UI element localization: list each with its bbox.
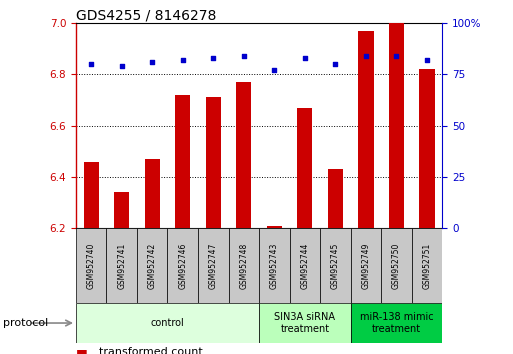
Point [179,57,187,63]
Bar [350,303,442,343]
Bar [206,97,221,228]
Bar [76,303,259,343]
Bar [167,228,198,303]
Bar [84,161,99,228]
Text: protocol: protocol [3,318,48,328]
Bar [350,228,381,303]
Bar [419,69,435,228]
Text: GSM952742: GSM952742 [148,242,157,289]
Point [362,53,370,59]
Bar [137,228,167,303]
Point [331,61,340,67]
Bar [175,95,190,228]
Bar [259,228,289,303]
Text: GSM952747: GSM952747 [209,242,218,289]
Point [209,55,218,61]
Point [117,63,126,69]
Bar [411,228,442,303]
Text: miR-138 mimic
treatment: miR-138 mimic treatment [360,312,433,334]
Text: SIN3A siRNA
treatment: SIN3A siRNA treatment [274,312,336,334]
Text: GSM952750: GSM952750 [392,242,401,289]
Point [87,61,95,67]
Point [148,59,156,65]
Text: GSM952748: GSM952748 [239,242,248,289]
Bar [328,169,343,228]
Text: GDS4255 / 8146278: GDS4255 / 8146278 [76,9,216,23]
Text: GSM952744: GSM952744 [300,242,309,289]
Point [270,67,279,73]
Text: GSM952746: GSM952746 [178,242,187,289]
Bar [320,228,351,303]
Bar [114,192,129,228]
Point [301,55,309,61]
Text: ■: ■ [76,347,88,354]
Text: GSM952751: GSM952751 [422,242,431,289]
Bar [267,226,282,228]
Bar [107,228,137,303]
Text: transformed count: transformed count [99,347,203,354]
Point [392,53,401,59]
Text: GSM952741: GSM952741 [117,242,126,289]
Text: GSM952745: GSM952745 [331,242,340,289]
Text: GSM952740: GSM952740 [87,242,96,289]
Bar [297,108,312,228]
Bar [289,228,320,303]
Bar [259,303,350,343]
Bar [381,228,411,303]
Bar [145,159,160,228]
Point [240,53,248,59]
Text: control: control [151,318,184,328]
Point [423,57,431,63]
Bar [236,82,251,228]
Text: GSM952743: GSM952743 [270,242,279,289]
Bar [198,228,229,303]
Bar [76,228,106,303]
Text: GSM952749: GSM952749 [361,242,370,289]
Bar [358,31,373,228]
Bar [228,228,259,303]
Bar [389,23,404,228]
